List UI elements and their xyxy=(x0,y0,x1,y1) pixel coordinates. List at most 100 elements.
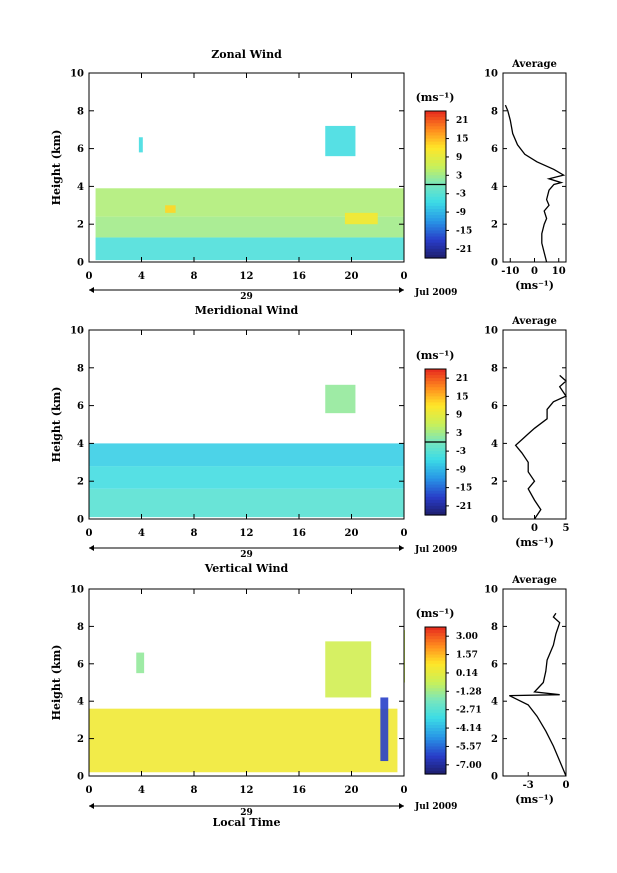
date-month-label: Jul 2009 xyxy=(414,288,457,298)
average-y-tick-label: 8 xyxy=(491,106,498,117)
average-y-tick-label: 2 xyxy=(491,477,498,488)
average-y-tick-label: 0 xyxy=(491,772,498,783)
colorbar-cell xyxy=(425,202,446,207)
colorbar-cell xyxy=(425,227,446,232)
colorbar-cell xyxy=(425,135,446,140)
colorbar-cell xyxy=(425,402,446,407)
colorbar-cell xyxy=(425,743,446,748)
colorbar-cell xyxy=(425,114,446,118)
colorbar-cell xyxy=(425,697,446,702)
colorbar-cell xyxy=(425,405,446,410)
date-bar-arrow xyxy=(89,545,94,551)
x-axis-label: Local Time xyxy=(213,816,281,829)
x-tick-label: 0 xyxy=(86,785,93,796)
date-month-label: Jul 2009 xyxy=(414,802,457,812)
colorbar-cell xyxy=(425,475,446,480)
colorbar-cell xyxy=(425,633,446,637)
colorbar-tick-label: 3 xyxy=(456,171,462,181)
colorbar-tick-label: 9 xyxy=(456,411,462,421)
colorbar-cell xyxy=(425,239,446,244)
colorbar-cell xyxy=(425,212,446,216)
average-frame xyxy=(502,329,567,520)
average-y-tick-label: 6 xyxy=(491,659,498,670)
colorbar-tick-label: -3 xyxy=(456,447,466,457)
colorbar-cell xyxy=(425,196,446,201)
colorbar-cell xyxy=(425,685,446,689)
colorbar-cell xyxy=(425,387,446,391)
y-tick-label: 0 xyxy=(77,515,84,526)
x-tick-label: 16 xyxy=(292,528,306,539)
average-panel: Average 0 2 4 6 8 10 0 5 (ms⁻¹) xyxy=(484,316,569,549)
colorbar-tick-label: -9 xyxy=(456,208,466,218)
colorbar-cell xyxy=(425,193,446,198)
average-profile-line xyxy=(509,612,567,777)
colorbar-cell xyxy=(425,478,446,483)
colorbar-cell xyxy=(425,694,446,699)
colorbar-cell xyxy=(425,721,446,726)
colorbar-cell xyxy=(425,767,446,772)
y-tick-label: 2 xyxy=(77,220,84,231)
x-tick-label: 4 xyxy=(138,785,145,796)
colorbar-cell xyxy=(425,487,446,492)
date-bar-arrow xyxy=(399,803,404,809)
x-tick-label: 8 xyxy=(191,528,198,539)
colorbar-cell xyxy=(425,245,446,250)
data-region xyxy=(89,443,404,467)
colorbar-cell xyxy=(425,669,446,674)
colorbar-cell xyxy=(425,160,446,164)
colorbar-unit: (ms⁻¹) xyxy=(416,349,455,362)
average-y-tick-label: 4 xyxy=(491,182,498,193)
colorbar-tick-label: -2.71 xyxy=(456,706,482,716)
colorbar-cell xyxy=(425,645,446,650)
x-tick-label: 20 xyxy=(345,271,359,282)
colorbar-cell xyxy=(425,417,446,422)
average-frame xyxy=(502,72,567,263)
data-region xyxy=(325,125,356,157)
colorbar-unit: (ms⁻¹) xyxy=(416,91,455,104)
colorbar-cell xyxy=(425,172,446,176)
average-x-label: (ms⁻¹) xyxy=(515,536,554,549)
colorbar-cell xyxy=(425,752,446,757)
data-region xyxy=(380,697,389,762)
colorbar-cell xyxy=(425,448,446,452)
colorbar-cell xyxy=(425,199,446,204)
colorbar-cell xyxy=(425,460,446,464)
y-tick-label: 6 xyxy=(77,659,84,670)
colorbar-cell xyxy=(425,663,446,668)
colorbar-cell xyxy=(425,166,446,170)
colorbar-cell xyxy=(425,435,446,440)
colorbar-cell xyxy=(425,672,446,677)
data-region xyxy=(89,708,398,773)
data-region xyxy=(136,652,145,674)
x-tick-label: 16 xyxy=(292,785,306,796)
colorbar-tick-label: 0.14 xyxy=(456,669,478,679)
colorbar-cell xyxy=(425,375,446,379)
colorbar-cell xyxy=(425,755,446,760)
colorbar-cell xyxy=(425,384,446,388)
colorbar-cell xyxy=(425,432,446,437)
date-bar-arrow xyxy=(89,287,94,293)
date-day-label: 29 xyxy=(240,292,253,302)
colorbar-tick-label: 3 xyxy=(456,429,462,439)
colorbar-tick-label: 15 xyxy=(456,392,469,402)
average-y-tick-label: 10 xyxy=(484,585,498,596)
colorbar-tick-label: -1.28 xyxy=(456,687,482,697)
average-title: Average xyxy=(511,316,557,327)
colorbar-cell xyxy=(425,630,446,634)
colorbar-cell xyxy=(425,758,446,763)
colorbar-tick-label: -7.00 xyxy=(456,761,482,771)
colorbar-cell xyxy=(425,445,446,449)
x-tick-label: 0 xyxy=(86,528,93,539)
colorbar-cell xyxy=(425,740,446,744)
colorbar-cell xyxy=(425,636,446,640)
colorbar-cell xyxy=(425,236,446,241)
colorbar-cell xyxy=(425,764,446,769)
average-profile-line xyxy=(514,374,567,520)
date-month-label: Jul 2009 xyxy=(414,545,457,555)
colorbar-cell xyxy=(425,703,446,708)
colorbar-cell xyxy=(425,508,446,513)
chart-title: Zonal Wind xyxy=(211,48,282,61)
colorbar-cell xyxy=(425,700,446,705)
colorbar-cell xyxy=(425,472,446,477)
data-region xyxy=(165,205,176,213)
